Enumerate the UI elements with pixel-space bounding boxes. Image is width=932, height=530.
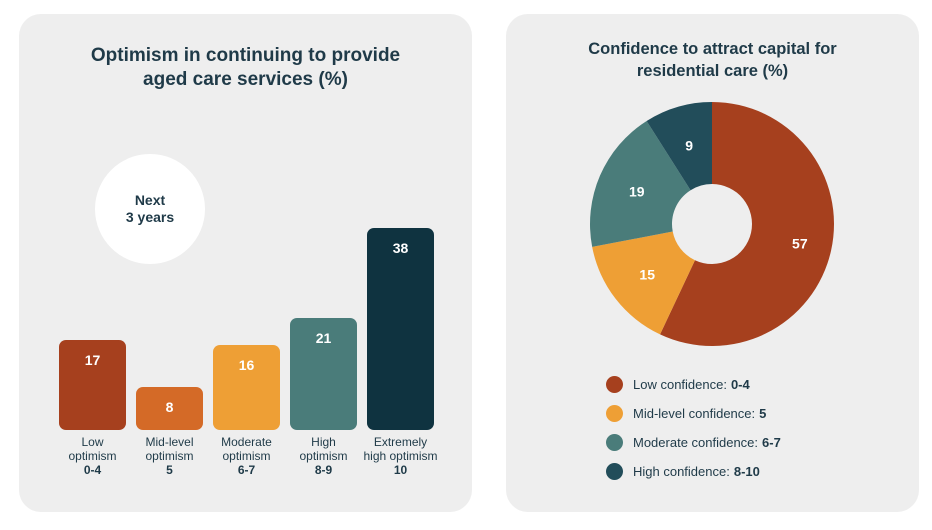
optimism-title-line-1: Optimism in continuing to provide bbox=[90, 45, 401, 66]
confidence-title-line-1: Confidence to attract capital for bbox=[588, 40, 837, 58]
optimism-chart-panel: Optimism in continuing to provide aged c… bbox=[19, 14, 472, 512]
category-range: 5 bbox=[166, 463, 173, 477]
legend-label: Low confidence: bbox=[633, 376, 727, 392]
legend-item: Moderate confidence: 6-7 bbox=[606, 432, 781, 452]
category-label-line: Extremely bbox=[373, 435, 428, 449]
confidence-chart-title: Confidence to attract capital for reside… bbox=[506, 38, 919, 82]
category-label-line: optimism bbox=[299, 449, 348, 463]
bar-1: 8 bbox=[136, 387, 203, 430]
bar-4: 38 bbox=[367, 228, 434, 430]
category-range: 10 bbox=[393, 463, 408, 477]
timeframe-badge-line-1: Next bbox=[134, 192, 166, 208]
optimism-title-line-2: aged care services (%) bbox=[143, 69, 348, 90]
category-label: Extremely high optimism 10 bbox=[356, 435, 446, 477]
legend-range: 0-4 bbox=[730, 376, 750, 392]
bar-3: 21 bbox=[290, 318, 357, 430]
category-label: Moderate optimism 6-7 bbox=[202, 435, 292, 477]
timeframe-badge-line-2: 3 years bbox=[125, 209, 175, 225]
bar-0: 17 bbox=[59, 339, 126, 430]
legend-swatch bbox=[606, 375, 623, 393]
legend-range: 6-7 bbox=[762, 434, 781, 450]
bar-value-label: 38 bbox=[392, 240, 409, 256]
category-label-line: High bbox=[311, 435, 336, 449]
optimism-chart-title: Optimism in continuing to provide aged c… bbox=[19, 44, 472, 92]
category-label: Low optimism 0-4 bbox=[48, 435, 138, 477]
confidence-chart-panel: Confidence to attract capital for reside… bbox=[506, 14, 919, 512]
category-range: 6-7 bbox=[237, 463, 256, 477]
legend-swatch bbox=[606, 404, 623, 422]
legend-item: Mid-level confidence: 5 bbox=[606, 403, 766, 423]
donut-slice-2 bbox=[590, 120, 691, 247]
category-label-line: optimism bbox=[222, 449, 271, 463]
donut-slice-1 bbox=[592, 231, 695, 335]
donut-slice-value-label: 57 bbox=[792, 236, 808, 252]
legend-item: Low confidence: 0-4 bbox=[606, 374, 750, 394]
legend-swatch bbox=[606, 433, 623, 451]
category-label-line: optimism bbox=[68, 449, 117, 463]
bar-value-label: 16 bbox=[238, 356, 255, 373]
legend-swatch bbox=[606, 462, 623, 480]
category-range: 0-4 bbox=[83, 463, 102, 477]
legend-range: 5 bbox=[759, 405, 767, 421]
legend-range: 8-10 bbox=[733, 463, 760, 479]
category-label-line: Mid-level bbox=[145, 435, 194, 449]
donut-slice-value-label: 15 bbox=[639, 266, 655, 282]
confidence-donut-chart: 57 15 19 9 bbox=[590, 102, 835, 347]
timeframe-badge: Next 3 years bbox=[95, 154, 205, 264]
bar-2: 16 bbox=[213, 344, 280, 430]
bar-value-label: 21 bbox=[315, 330, 332, 347]
category-label: High optimism 8-9 bbox=[279, 435, 369, 477]
category-label-line: high optimism bbox=[363, 449, 438, 463]
donut-slice-3 bbox=[646, 102, 712, 191]
category-label-line: Moderate bbox=[221, 435, 272, 449]
category-label: Mid-level optimism 5 bbox=[125, 435, 215, 477]
legend-item: High confidence: 8-10 bbox=[606, 461, 760, 481]
category-range: 8-9 bbox=[314, 463, 333, 477]
bar-value-label: 17 bbox=[84, 351, 101, 368]
confidence-title-line-2: residential care (%) bbox=[636, 62, 789, 80]
donut-slice-0 bbox=[660, 102, 835, 347]
legend-label: High confidence: bbox=[633, 463, 730, 479]
legend-label: Moderate confidence: bbox=[633, 434, 759, 450]
category-label-line: optimism bbox=[145, 449, 194, 463]
legend-label: Mid-level confidence: bbox=[633, 405, 756, 421]
category-label-line: Low bbox=[81, 435, 104, 449]
bar-value-label: 8 bbox=[165, 399, 174, 416]
donut-slice-value-label: 19 bbox=[629, 183, 645, 199]
donut-slice-value-label: 9 bbox=[685, 137, 693, 153]
